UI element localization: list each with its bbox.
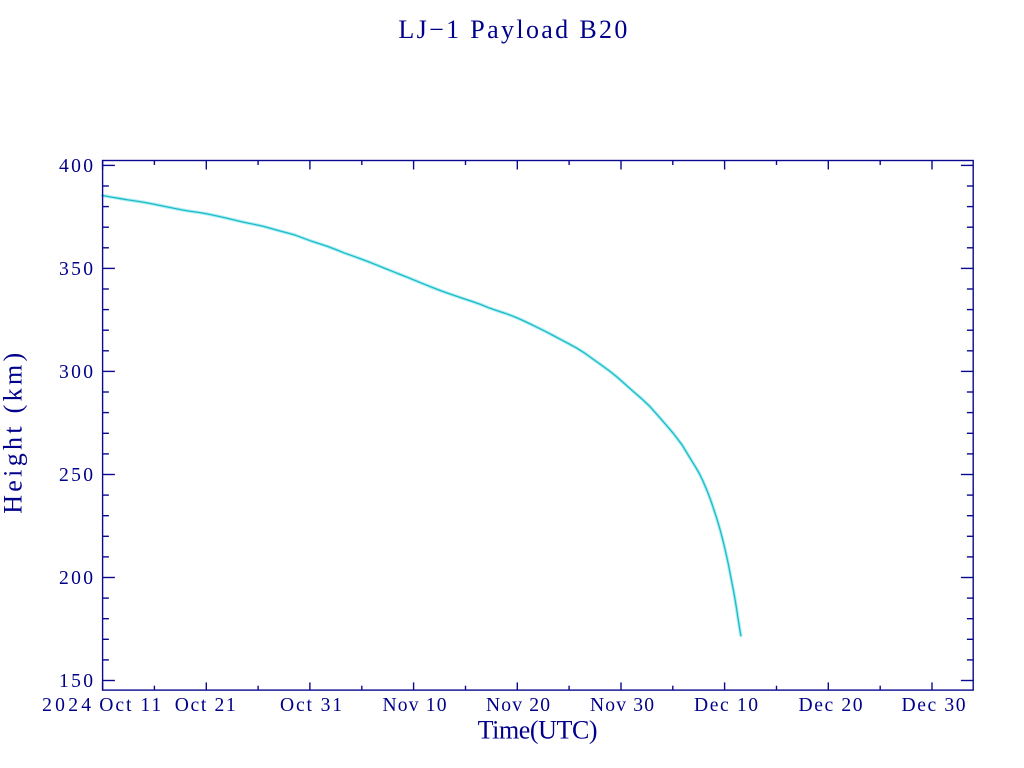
svg-text:Nov 20: Nov 20 [486,695,550,716]
svg-text:Nov 30: Nov 30 [590,695,654,716]
svg-text:Oct 31: Oct 31 [280,695,342,716]
svg-text:400: 400 [59,156,93,177]
svg-text:Dec 30: Dec 30 [902,695,966,716]
svg-text:Oct 11: Oct 11 [99,695,161,716]
svg-text:200: 200 [59,568,93,589]
svg-text:Height (km): Height (km) [0,353,28,514]
svg-text:Dec 20: Dec 20 [799,695,863,716]
svg-text:Dec 10: Dec 10 [694,695,758,716]
svg-text:LJ−1 Payload B20: LJ−1 Payload B20 [398,15,627,44]
svg-text:350: 350 [59,259,93,280]
svg-text:Time(UTC): Time(UTC) [478,715,598,744]
svg-text:Nov 10: Nov 10 [383,695,447,716]
svg-text:Oct 21: Oct 21 [175,695,236,716]
svg-text:150: 150 [59,671,93,692]
svg-text:250: 250 [59,465,93,486]
svg-text:300: 300 [59,362,93,383]
